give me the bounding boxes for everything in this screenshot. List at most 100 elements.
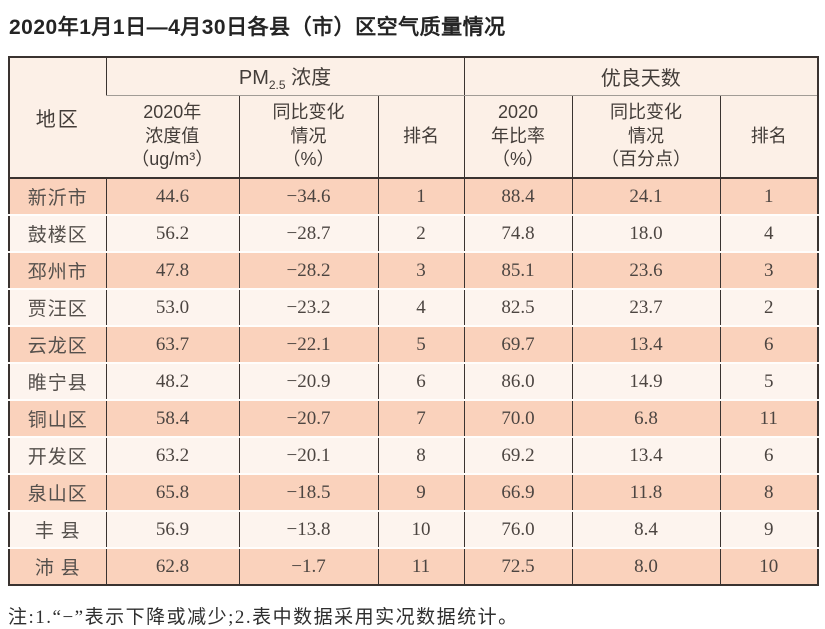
pm-value-cell: 62.8 xyxy=(105,548,239,585)
region-cell: 铜山区 xyxy=(9,400,106,438)
good-change-cell: 23.7 xyxy=(571,289,721,327)
pm-rank-cell: 11 xyxy=(377,548,465,585)
good-change-cell: 18.0 xyxy=(571,215,721,253)
region-cell: 沛 县 xyxy=(34,558,81,579)
table-row: 新沂市 44.6 −34.6 1 88.4 24.1 1 xyxy=(9,178,819,216)
good-rate-cell: 88.4 xyxy=(463,178,573,216)
region-cell: 丰 县 xyxy=(9,511,106,549)
table-row: 邳州市 47.8 −28.2 3 85.1 23.6 3 xyxy=(9,252,819,290)
good-rate-cell: 85.1 xyxy=(463,252,573,290)
pm-rank-cell: 8 xyxy=(377,437,465,475)
table-row: 沛 县 62.8 −1.7 11 72.5 8.0 10 xyxy=(9,548,819,585)
region-cell: 泉山区 xyxy=(9,474,106,512)
good-rate-cell: 72.5 xyxy=(463,548,573,585)
pm25-label-rest: 浓度 xyxy=(285,67,332,89)
good-rate-cell: 82.5 xyxy=(463,289,573,327)
good-rate-cell: 69.2 xyxy=(463,437,573,475)
pm25-label-main: PM xyxy=(238,67,269,89)
good-change-cell: 13.4 xyxy=(571,437,721,475)
good-change-cell: 6.8 xyxy=(571,400,721,438)
group-header-good-days: 优良天数 xyxy=(463,57,819,96)
sub-header-row: 2020年 浓度值 （ug/m³） 同比变化 情况 （%） 排名 2020 年比… xyxy=(9,95,819,179)
region-cell: 鼓楼区 xyxy=(9,215,106,253)
good-rate-cell: 76.0 xyxy=(463,511,573,549)
group-header-row: 地区 PM2.5 浓度 优良天数 xyxy=(9,57,819,179)
table-row: 泉山区 65.8 −18.5 9 66.9 11.8 8 xyxy=(9,474,819,512)
pm-value-cell: 56.2 xyxy=(105,215,239,253)
good-rate-cell: 66.9 xyxy=(463,474,573,512)
pm-change-cell: −34.6 xyxy=(238,178,378,216)
table-row: 贾汪区 53.0 −23.2 4 82.5 23.7 2 xyxy=(9,289,819,327)
table-row: 开发区 63.2 −20.1 8 69.2 13.4 6 xyxy=(9,437,819,475)
pm-value-cell: 63.7 xyxy=(105,326,239,364)
table-row: 鼓楼区 56.2 −28.7 2 74.8 18.0 4 xyxy=(9,215,819,253)
pm-change-cell: −20.9 xyxy=(238,363,378,401)
good-change-cell: 14.9 xyxy=(571,363,721,401)
region-cell: 贾汪区 xyxy=(9,289,106,327)
column-header-pm-change: 同比变化 情况 （%） xyxy=(238,95,378,179)
good-change-cell: 11.8 xyxy=(571,474,721,512)
group-header-pm25: PM2.5 浓度 xyxy=(105,57,465,96)
good-rate-cell: 70.0 xyxy=(463,400,573,438)
pm-rank-cell: 7 xyxy=(377,400,465,438)
column-header-pm-value: 2020年 浓度值 （ug/m³） xyxy=(106,95,239,179)
pm-rank-cell: 4 xyxy=(377,289,465,327)
pm-rank-cell: 9 xyxy=(377,474,465,512)
good-rank-cell: 8 xyxy=(719,474,819,512)
pm-change-cell: −13.8 xyxy=(238,511,378,549)
pm-rank-cell: 6 xyxy=(377,363,465,401)
pm-change-cell: −28.7 xyxy=(238,215,378,253)
pm25-label-subscript: 2.5 xyxy=(268,78,286,92)
pm-value-cell: 63.2 xyxy=(105,437,239,475)
good-rank-cell: 9 xyxy=(719,511,819,549)
pm-value-cell: 47.8 xyxy=(105,252,239,290)
good-rate-cell: 74.8 xyxy=(463,215,573,253)
good-rank-cell: 10 xyxy=(719,548,819,585)
good-rank-cell: 2 xyxy=(719,289,819,327)
column-header-region: 地区 xyxy=(9,57,106,179)
region-cell: 开发区 xyxy=(9,437,106,475)
pm-change-cell: −20.7 xyxy=(238,400,378,438)
good-rate-cell: 69.7 xyxy=(463,326,573,364)
good-rank-cell: 11 xyxy=(719,400,819,438)
good-rate-cell: 86.0 xyxy=(463,363,573,401)
table-header: 地区 PM2.5 浓度 优良天数 2020年 浓度值 （ug/m³） 同比变化 … xyxy=(9,57,819,179)
pm-rank-cell: 5 xyxy=(377,326,465,364)
air-quality-table: 地区 PM2.5 浓度 优良天数 2020年 浓度值 （ug/m³） 同比变化 … xyxy=(8,56,820,586)
pm-value-cell: 53.0 xyxy=(105,289,239,327)
good-change-cell: 24.1 xyxy=(571,178,721,216)
good-change-cell: 23.6 xyxy=(571,252,721,290)
good-rank-cell: 1 xyxy=(719,178,819,216)
region-cell: 睢宁县 xyxy=(9,363,106,401)
good-change-cell: 8.0 xyxy=(571,548,721,585)
pm-rank-cell: 10 xyxy=(377,511,465,549)
pm-rank-cell: 1 xyxy=(377,178,465,216)
pm-rank-cell: 2 xyxy=(377,215,465,253)
pm-change-cell: −23.2 xyxy=(238,289,378,327)
region-cell: 新沂市 xyxy=(9,178,106,216)
pm-change-cell: −28.2 xyxy=(238,252,378,290)
good-rank-cell: 6 xyxy=(719,437,819,475)
pm-change-cell: −20.1 xyxy=(238,437,378,475)
footnote: 注:1.“−”表示下降或减少;2.表中数据采用实况数据统计。 xyxy=(8,607,519,628)
column-header-good-change: 同比变化 情况 （百分点） xyxy=(571,95,721,179)
good-rank-cell: 3 xyxy=(719,252,819,290)
pm-rank-cell: 3 xyxy=(377,252,465,290)
region-cell: 云龙区 xyxy=(9,326,106,364)
pm-change-cell: −18.5 xyxy=(238,474,378,512)
pm-change-cell: −22.1 xyxy=(238,326,378,364)
column-header-good-rank: 排名 xyxy=(719,95,819,179)
pm-change-cell: −1.7 xyxy=(238,548,378,585)
good-change-cell: 13.4 xyxy=(571,326,721,364)
page-title: 2020年1月1日—4月30日各县（市）区空气质量情况 xyxy=(9,16,506,39)
pm-value-cell: 56.9 xyxy=(105,511,239,549)
table-body: 新沂市 44.6 −34.6 1 88.4 24.1 1 鼓楼区 56.2 −2… xyxy=(9,178,819,585)
table-row: 云龙区 63.7 −22.1 5 69.7 13.4 6 xyxy=(9,326,819,364)
good-rank-cell: 6 xyxy=(719,326,819,364)
good-rank-cell: 5 xyxy=(719,363,819,401)
region-cell: 邳州市 xyxy=(9,252,106,290)
pm-value-cell: 58.4 xyxy=(105,400,239,438)
good-rank-cell: 4 xyxy=(719,215,819,253)
good-change-cell: 8.4 xyxy=(571,511,721,549)
